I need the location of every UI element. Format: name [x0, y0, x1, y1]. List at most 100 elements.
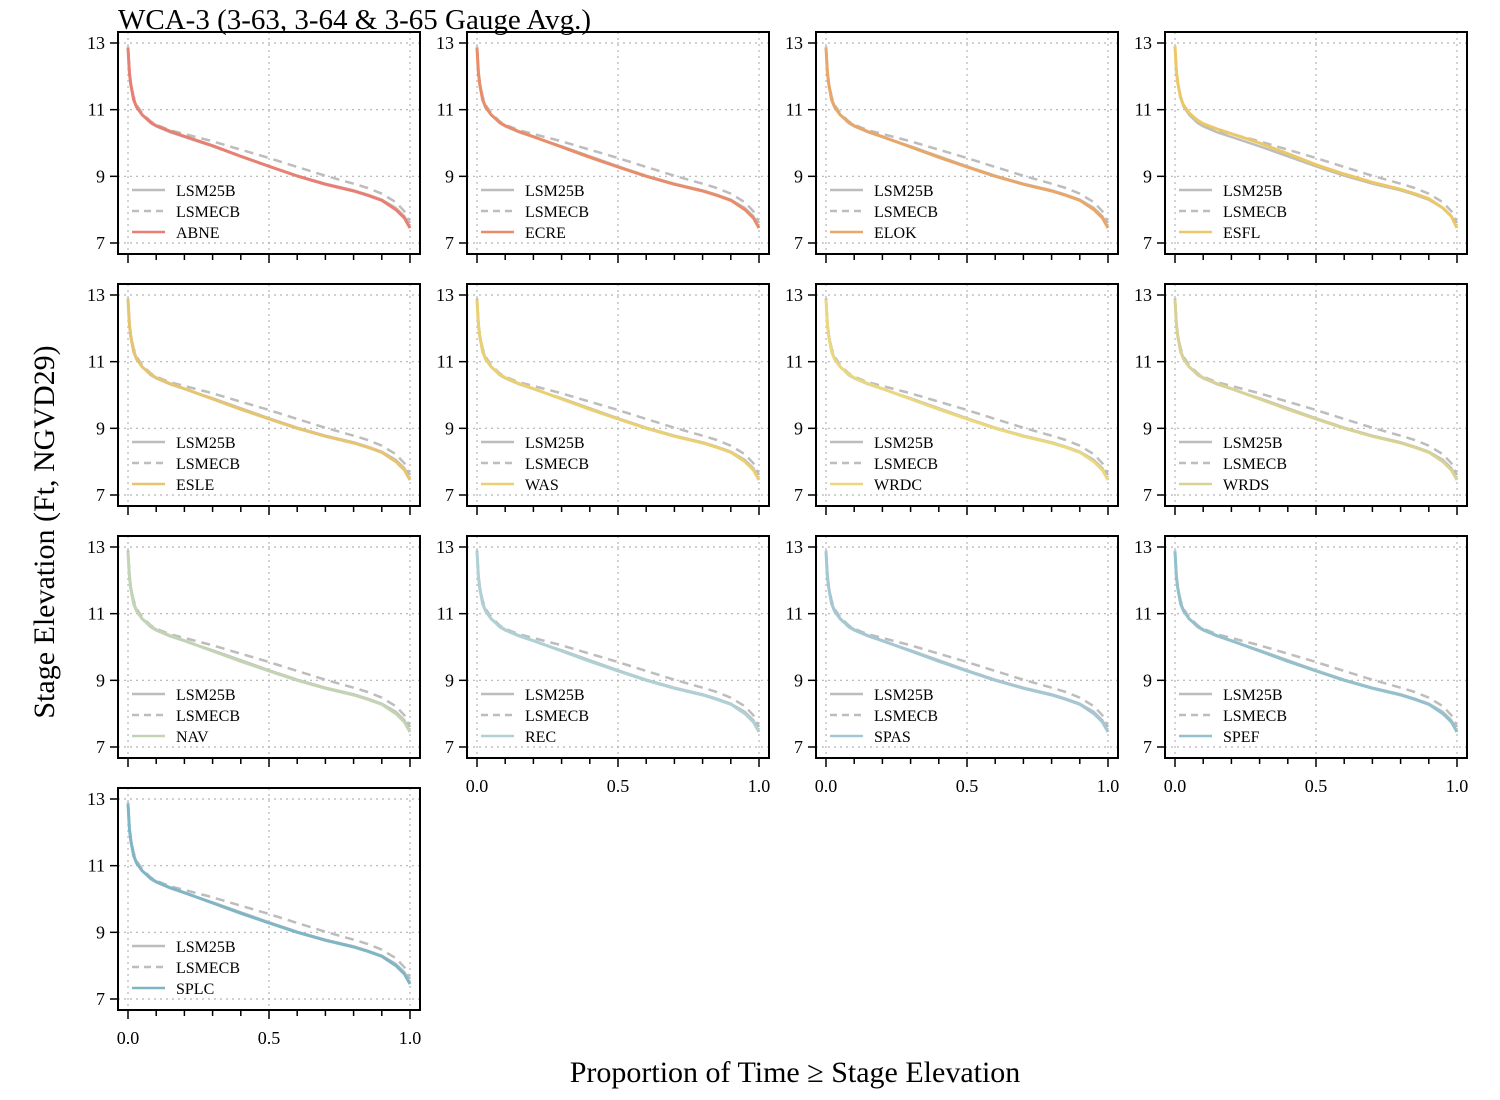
- series-line-abne: [126, 47, 412, 229]
- y-tick-label: 13: [436, 537, 454, 557]
- legend-label: LSM25B: [525, 435, 585, 452]
- y-tick-label: 13: [1134, 33, 1152, 53]
- panel-frame: [1164, 535, 1468, 759]
- legend: LSM25B LSMECB WAS: [481, 435, 589, 494]
- y-tick-label: 9: [96, 418, 105, 438]
- legend-label: LSM25B: [176, 435, 236, 452]
- panel-wrdc: 7 9 11 13 LSM25B LSMECB WRDC: [785, 283, 1119, 515]
- panel-esfl: 7 9 11 13 LSM25B LSMECB ESFL: [1134, 31, 1468, 263]
- legend-label: SPLC: [176, 981, 214, 998]
- panel-spef: 7 9 11 13 0.0 0.5 1.0 LSM25B LSMECB SPEF: [1134, 535, 1469, 796]
- x-tick-label: 1.0: [1446, 776, 1469, 796]
- series-line-ecre: [475, 47, 761, 229]
- y-tick-label: 9: [1143, 418, 1152, 438]
- x-tick-label: 0.5: [1305, 776, 1328, 796]
- legend-label: LSM25B: [1223, 183, 1283, 200]
- y-tick-label: 11: [786, 604, 803, 624]
- x-tick-label: 0.0: [1164, 776, 1187, 796]
- y-tick-label: 9: [445, 670, 454, 690]
- legend-label: LSM25B: [1223, 435, 1283, 452]
- legend: LSM25B LSMECB SPEF: [1179, 687, 1287, 746]
- legend-label: LSMECB: [525, 204, 589, 221]
- legend-label: LSM25B: [1223, 687, 1283, 704]
- y-tick-label: 9: [445, 166, 454, 186]
- legend-label: LSM25B: [176, 939, 236, 956]
- legend: LSM25B LSMECB ESFL: [1179, 183, 1287, 242]
- y-tick-label: 9: [794, 670, 803, 690]
- legend-label: SPAS: [874, 729, 911, 746]
- y-tick-label: 7: [445, 233, 454, 253]
- y-tick-label: 11: [437, 100, 454, 120]
- legend-label: REC: [525, 729, 556, 746]
- y-tick-label: 11: [786, 352, 803, 372]
- legend-label: LSMECB: [1223, 204, 1287, 221]
- y-tick-label: 13: [785, 537, 803, 557]
- series-line-spas: [824, 551, 1110, 733]
- series-line-esle: [126, 299, 412, 481]
- panel-frame: [117, 283, 421, 507]
- x-tick-label: 0.0: [466, 776, 489, 796]
- legend-label: LSMECB: [525, 708, 589, 725]
- y-tick-label: 7: [96, 989, 105, 1009]
- y-tick-label: 11: [437, 604, 454, 624]
- legend-label: ESFL: [1223, 225, 1260, 242]
- y-tick-label: 13: [1134, 285, 1152, 305]
- x-tick-label: 1.0: [399, 1028, 422, 1048]
- legend-label: LSM25B: [874, 183, 934, 200]
- legend: LSM25B LSMECB ELOK: [830, 183, 938, 242]
- panel-frame: [1164, 31, 1468, 255]
- legend-label: LSMECB: [176, 204, 240, 221]
- panel-rec: 7 9 11 13 0.0 0.5 1.0 LSM25B LSMECB REC: [436, 535, 771, 796]
- panel-frame: [466, 535, 770, 759]
- panel-frame: [466, 31, 770, 255]
- series-line-nav: [126, 551, 412, 733]
- panel-frame: [1164, 283, 1468, 507]
- x-tick-label: 1.0: [1097, 776, 1120, 796]
- y-tick-label: 9: [96, 166, 105, 186]
- y-axis-label: Stage Elevation (Ft, NGVD29): [28, 345, 61, 718]
- legend: LSM25B LSMECB REC: [481, 687, 589, 746]
- panel-grid: 7 9 11 13 LSM25B LSMECB ABNE 7 9 11 13 LSM25B LSMECB…: [87, 31, 1469, 1048]
- legend-label: LSMECB: [176, 708, 240, 725]
- panel-frame: [466, 283, 770, 507]
- y-tick-label: 9: [794, 418, 803, 438]
- series-line-splc: [126, 803, 412, 985]
- y-tick-label: 13: [87, 33, 105, 53]
- y-tick-label: 13: [436, 285, 454, 305]
- legend: LSM25B LSMECB ECRE: [481, 183, 589, 242]
- series-line-wrdc: [824, 299, 1110, 481]
- y-tick-label: 13: [785, 285, 803, 305]
- panel-elok: 7 9 11 13 LSM25B LSMECB ELOK: [785, 31, 1119, 263]
- legend-label: LSMECB: [1223, 456, 1287, 473]
- y-tick-label: 11: [1135, 604, 1152, 624]
- y-tick-label: 11: [88, 604, 105, 624]
- panel-frame: [815, 283, 1119, 507]
- x-tick-label: 0.0: [815, 776, 838, 796]
- y-tick-label: 9: [96, 922, 105, 942]
- y-tick-label: 7: [445, 737, 454, 757]
- panel-abne: 7 9 11 13 LSM25B LSMECB ABNE: [87, 31, 421, 263]
- series-line-spef: [1173, 551, 1459, 733]
- y-tick-label: 11: [1135, 352, 1152, 372]
- panel-nav: 7 9 11 13 LSM25B LSMECB NAV: [87, 535, 421, 767]
- legend-label: LSM25B: [525, 687, 585, 704]
- legend-label: SPEF: [1223, 729, 1260, 746]
- series-line-was: [475, 299, 761, 481]
- y-tick-label: 13: [87, 285, 105, 305]
- legend-label: LSM25B: [176, 687, 236, 704]
- panel-splc: 7 9 11 13 0.0 0.5 1.0 LSM25B LSMECB SPLC: [87, 787, 422, 1048]
- legend-label: LSM25B: [176, 183, 236, 200]
- panel-frame: [815, 31, 1119, 255]
- panel-wrds: 7 9 11 13 LSM25B LSMECB WRDS: [1134, 283, 1468, 515]
- y-tick-label: 7: [794, 233, 803, 253]
- y-tick-label: 11: [786, 100, 803, 120]
- y-tick-label: 11: [88, 352, 105, 372]
- legend-label: ESLE: [176, 477, 214, 494]
- y-tick-label: 9: [794, 166, 803, 186]
- y-tick-label: 9: [1143, 166, 1152, 186]
- x-tick-label: 1.0: [748, 776, 771, 796]
- panel-esle: 7 9 11 13 LSM25B LSMECB ESLE: [87, 283, 421, 515]
- legend-label: LSM25B: [525, 183, 585, 200]
- legend-label: LSMECB: [1223, 708, 1287, 725]
- legend-label: LSMECB: [874, 204, 938, 221]
